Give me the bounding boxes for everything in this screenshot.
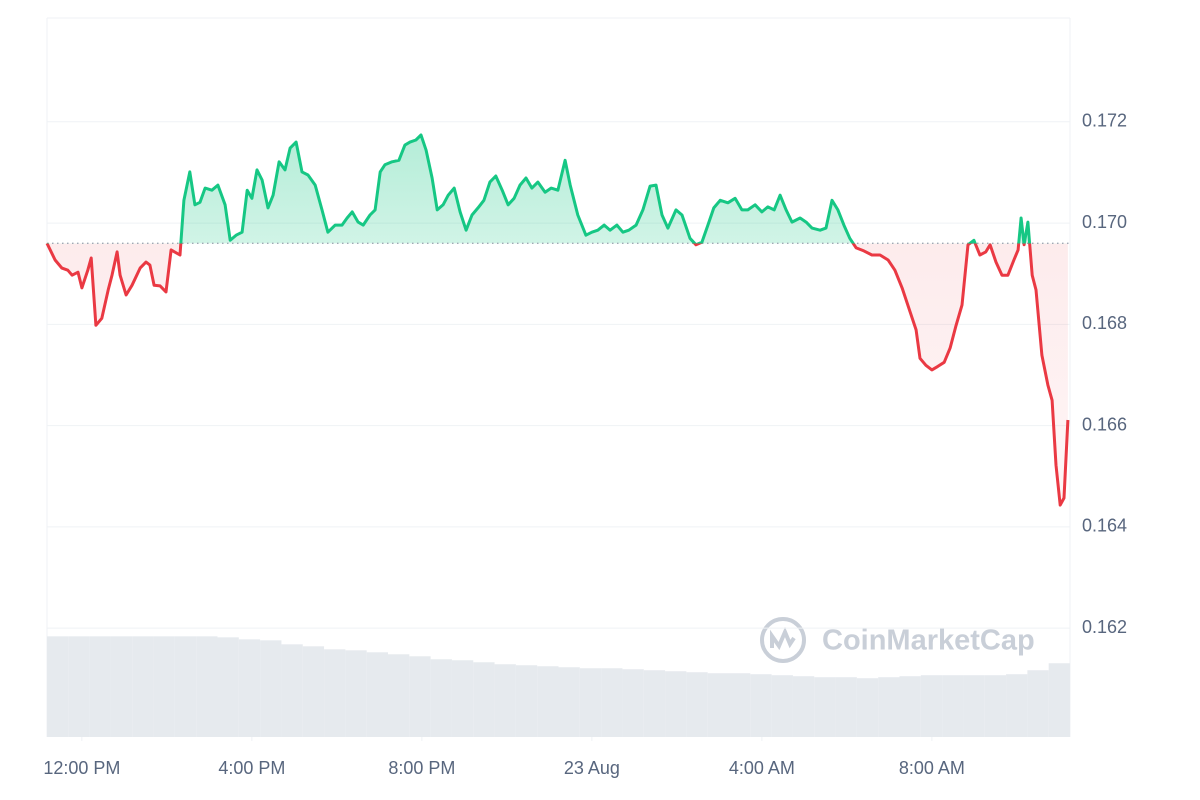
volume-bar	[792, 676, 815, 737]
volume-bar	[750, 674, 772, 737]
volume-bar	[1006, 674, 1028, 737]
x-tick-label: 8:00 AM	[899, 758, 965, 778]
volume-bar	[665, 671, 687, 737]
volume-bar	[47, 636, 69, 737]
y-tick-label: 0.172	[1082, 111, 1127, 131]
x-tick-label: 4:00 AM	[729, 758, 795, 778]
price-line	[45, 133, 1070, 507]
volume-bar	[89, 636, 111, 737]
volume-bar	[835, 677, 857, 737]
y-tick-label: 0.164	[1082, 516, 1127, 536]
volume-bar	[430, 659, 452, 737]
volume-bar	[942, 675, 964, 737]
x-tick-label: 12:00 PM	[43, 758, 120, 778]
volume-bar	[601, 668, 623, 737]
volume-bar	[302, 646, 325, 737]
volume-bar	[814, 677, 836, 737]
volume-bar	[856, 678, 879, 737]
y-tick-label: 0.168	[1082, 313, 1127, 333]
volume-bar	[963, 675, 985, 737]
volume-bar	[643, 670, 666, 737]
volume-bar	[494, 664, 516, 737]
volume-bar	[707, 673, 729, 737]
volume-bar	[110, 636, 133, 737]
volume-bar	[388, 654, 410, 737]
y-tick-label: 0.166	[1082, 414, 1127, 434]
volume-bar	[174, 636, 197, 737]
volume-bar	[132, 636, 154, 737]
volume-bar	[217, 637, 239, 737]
volume-bar	[771, 675, 793, 737]
y-tick-label: 0.162	[1082, 617, 1127, 637]
volume-bar	[196, 636, 218, 737]
volume-bar	[920, 675, 943, 737]
volume-bar	[558, 667, 580, 737]
volume-bar	[537, 666, 559, 737]
volume-bar	[345, 650, 367, 737]
volume-bar	[409, 656, 431, 737]
volume-bar	[260, 640, 282, 737]
volume-bar	[622, 669, 644, 737]
volume-bar	[366, 652, 388, 737]
watermark: CoinMarketCap	[822, 625, 1035, 657]
volume-bar	[984, 675, 1007, 737]
volume-bar	[686, 672, 708, 737]
price-area	[47, 135, 1068, 506]
volume-bar	[729, 673, 751, 737]
volume-bar	[1048, 663, 1070, 737]
x-tick-label: 8:00 PM	[388, 758, 455, 778]
volume-bar	[68, 636, 90, 737]
volume-bar	[281, 644, 303, 737]
volume-bar	[324, 649, 346, 737]
volume-bar	[451, 660, 474, 737]
volume-bar	[878, 677, 900, 737]
y-tick-label: 0.170	[1082, 212, 1127, 232]
volume-bar	[473, 662, 495, 737]
x-tick-label: 23 Aug	[564, 758, 620, 778]
volume-bar	[153, 636, 175, 737]
watermark-logo	[760, 617, 806, 663]
volume-bar	[899, 676, 921, 737]
volume-bar	[515, 665, 538, 737]
volume-bar	[1027, 670, 1049, 737]
x-tick-label: 4:00 PM	[218, 758, 285, 778]
volume-bar	[238, 639, 261, 737]
volume-bar	[579, 668, 602, 737]
